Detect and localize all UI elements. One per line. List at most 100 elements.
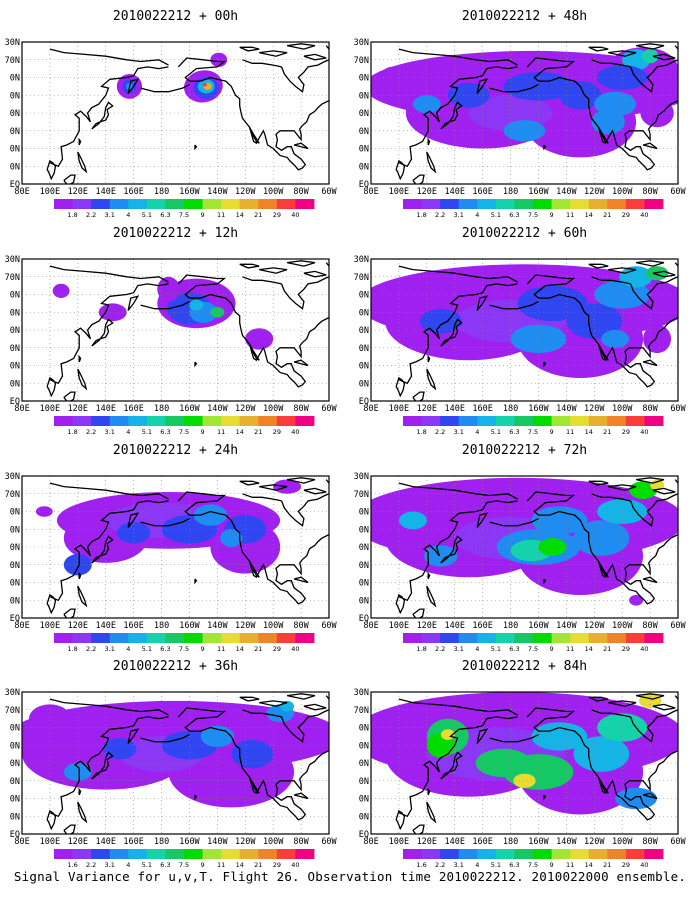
- coastline: [629, 276, 678, 310]
- colorbar-label: 1.8: [67, 645, 77, 653]
- coastline: [597, 343, 609, 361]
- x-tick-label: 140W: [207, 621, 228, 631]
- colorbar-swatch: [421, 416, 441, 426]
- y-tick-label: 0N: [359, 74, 369, 84]
- x-tick-label: 60W: [670, 404, 686, 414]
- colorbar-label: 1.8: [67, 428, 77, 436]
- coastline: [426, 585, 437, 608]
- map-frame: [21, 258, 330, 402]
- colorbar-swatch: [551, 633, 571, 643]
- colorbar-swatch: [184, 633, 203, 643]
- x-tick-label: 180: [503, 837, 518, 847]
- colorbar-label: 1.6: [67, 861, 77, 869]
- colorbar-label: 6.3: [509, 211, 519, 219]
- x-tick-label: 80E: [14, 621, 29, 631]
- colorbar-label: 14: [585, 861, 593, 869]
- contour-blob: [29, 704, 71, 733]
- x-tick-label: 120E: [417, 621, 437, 631]
- colorbar-label: 21: [254, 428, 262, 436]
- colorbar: 1.8 2.2 3.1 4 5.1 6.3 7.5 9 11 14 21 29 40: [403, 416, 664, 436]
- x-tick-label: 180: [503, 621, 518, 631]
- y-tick-label: 0N: [10, 162, 20, 172]
- panel-title: 2010022212 + 00h: [113, 9, 238, 24]
- coastline: [426, 368, 437, 391]
- colorbar-label: 6.3: [509, 428, 519, 436]
- colorbar-swatch: [458, 633, 478, 643]
- x-tick-label: 140E: [444, 187, 464, 197]
- panel-title: 2010022212 + 12h: [113, 226, 238, 241]
- colorbar-swatch: [625, 199, 645, 209]
- y-tick-label: 0N: [10, 579, 20, 589]
- coastline: [77, 151, 88, 174]
- colorbar-label: 3.1: [105, 211, 115, 219]
- x-tick-label: 60W: [321, 621, 337, 631]
- y-tick-label: 0N: [10, 326, 20, 336]
- colorbar-label: 5.1: [491, 211, 501, 219]
- colorbar-label: 2.2: [86, 861, 96, 869]
- colorbar-label: 9: [200, 428, 204, 436]
- colorbar-swatch: [258, 416, 278, 426]
- y-tick-label: EQ: [359, 614, 369, 624]
- colorbar-label: 3.1: [454, 861, 464, 869]
- x-tick-label: 60W: [670, 187, 686, 197]
- coastline: [591, 493, 631, 502]
- coastline: [280, 59, 329, 93]
- colorbar-swatch: [258, 633, 278, 643]
- colorbar-label: 29: [273, 645, 281, 653]
- contour-blob: [601, 330, 630, 348]
- colorbar-label: 5.1: [491, 645, 501, 653]
- map-panel-36h: 2010022212 + 36h 80E 100E 120E 140E 160E 180 16…: [5, 659, 338, 869]
- coastline: [412, 174, 425, 184]
- colorbar-label: 40: [291, 428, 299, 436]
- x-tick-label: 140E: [95, 837, 115, 847]
- colorbar-swatch: [54, 199, 73, 209]
- y-tick-label: 70N: [354, 706, 369, 716]
- coastline: [248, 126, 260, 144]
- coastline: [608, 484, 637, 491]
- colorbar-label: 11: [566, 211, 574, 219]
- x-tick-label: 100W: [612, 404, 633, 414]
- colorbar-label: 6.3: [160, 861, 170, 869]
- contour-blob: [641, 49, 659, 64]
- coastline: [78, 787, 82, 796]
- colorbar: 1.8 2.2 3.1 4 5.1 6.3 7.5 9 11 14 21 29 40: [54, 416, 315, 436]
- contour-blob: [513, 773, 536, 788]
- coastline: [248, 560, 260, 578]
- x-tick-label: 120E: [417, 187, 437, 197]
- colorbar-swatch: [128, 199, 148, 209]
- coastline: [63, 391, 76, 401]
- colorbar-swatch: [109, 849, 129, 859]
- coastline: [140, 518, 190, 527]
- y-tick-label: 30N: [354, 38, 369, 48]
- coastline: [398, 500, 518, 602]
- coastline: [642, 142, 658, 150]
- coastline: [642, 359, 658, 367]
- coastline: [652, 703, 676, 711]
- colorbar-label: 2.2: [86, 211, 96, 219]
- colorbar-swatch: [477, 849, 497, 859]
- coastline: [77, 801, 88, 824]
- y-tick-label: 0N: [359, 741, 369, 751]
- contour-blob: [245, 328, 274, 350]
- colorbar-label: 29: [273, 211, 281, 219]
- colorbar-label: 40: [640, 211, 648, 219]
- y-tick-label: 0N: [10, 777, 20, 787]
- colorbar-swatch: [295, 633, 315, 643]
- colorbar-swatch: [533, 416, 552, 426]
- colorbar-label: 11: [217, 428, 225, 436]
- x-tick-label: 80E: [14, 187, 29, 197]
- coastline: [543, 578, 547, 585]
- panel-title: 2010022212 + 72h: [462, 443, 587, 458]
- coastline: [395, 159, 406, 181]
- coastline: [398, 265, 518, 283]
- colorbar-label: 7.5: [179, 645, 189, 653]
- coastline: [248, 343, 260, 361]
- y-tick-label: 0N: [10, 724, 20, 734]
- y-tick-label: 0N: [359, 724, 369, 734]
- colorbar-swatch: [146, 199, 166, 209]
- coastline: [398, 66, 518, 168]
- y-tick-label: 0N: [10, 91, 20, 101]
- coastline: [412, 608, 425, 618]
- x-tick-label: 100W: [263, 404, 284, 414]
- colorbar-swatch: [551, 849, 571, 859]
